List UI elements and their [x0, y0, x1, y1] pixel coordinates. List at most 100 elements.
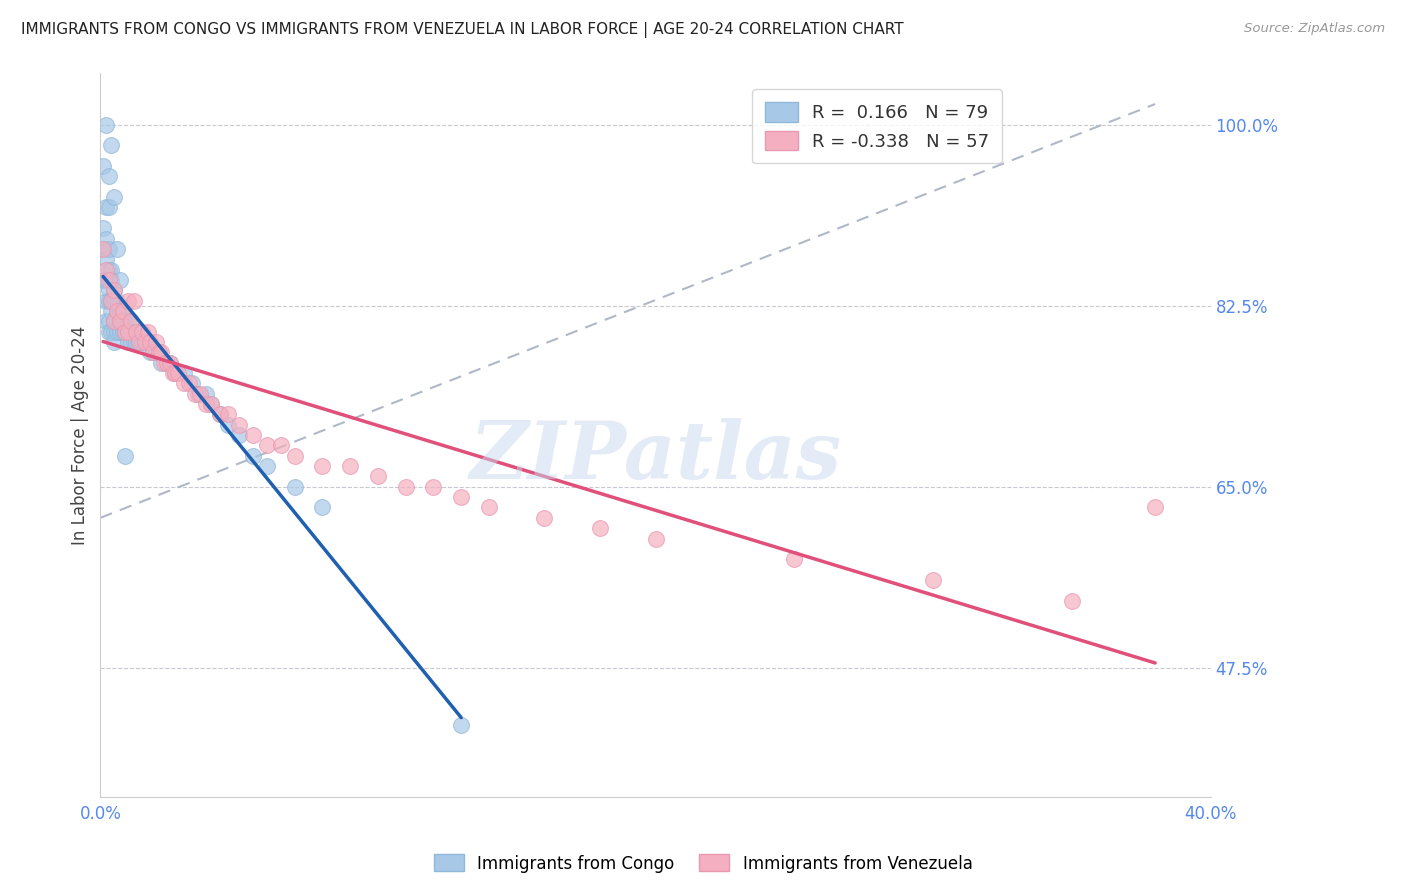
Point — [217, 408, 239, 422]
Point — [97, 242, 120, 256]
Point — [103, 325, 125, 339]
Point — [217, 417, 239, 432]
Point — [91, 159, 114, 173]
Point — [94, 293, 117, 308]
Point — [117, 314, 139, 328]
Point — [91, 273, 114, 287]
Point — [120, 325, 142, 339]
Point — [194, 386, 217, 401]
Point — [136, 334, 159, 349]
Point — [125, 325, 148, 339]
Point — [208, 408, 231, 422]
Point — [117, 325, 139, 339]
Point — [91, 242, 114, 256]
Point — [94, 314, 117, 328]
Point — [97, 314, 120, 328]
Point — [105, 242, 128, 256]
Point — [422, 480, 444, 494]
Point — [120, 314, 142, 328]
Point — [100, 138, 122, 153]
Point — [134, 334, 156, 349]
Point — [139, 334, 162, 349]
Point — [142, 345, 165, 359]
Point — [284, 449, 307, 463]
Legend: R =  0.166   N = 79, R = -0.338   N = 57: R = 0.166 N = 79, R = -0.338 N = 57 — [752, 89, 1002, 163]
Point — [105, 325, 128, 339]
Point — [134, 334, 156, 349]
Point — [108, 314, 131, 328]
Point — [450, 717, 472, 731]
Point — [94, 231, 117, 245]
Point — [783, 552, 806, 566]
Point — [120, 334, 142, 349]
Point — [131, 334, 153, 349]
Point — [156, 356, 179, 370]
Point — [97, 283, 120, 297]
Point — [97, 273, 120, 287]
Point — [111, 325, 134, 339]
Point — [589, 521, 612, 535]
Point — [181, 376, 204, 391]
Point — [136, 325, 159, 339]
Point — [242, 449, 264, 463]
Point — [103, 314, 125, 328]
Text: ZIPatlas: ZIPatlas — [470, 418, 842, 496]
Point — [94, 201, 117, 215]
Point — [311, 459, 333, 474]
Point — [108, 304, 131, 318]
Point — [108, 314, 131, 328]
Point — [111, 304, 134, 318]
Point — [395, 480, 418, 494]
Point — [103, 334, 125, 349]
Point — [105, 304, 128, 318]
Point — [139, 345, 162, 359]
Point — [311, 500, 333, 515]
Point — [97, 293, 120, 308]
Point — [125, 325, 148, 339]
Point — [228, 417, 250, 432]
Point — [100, 293, 122, 308]
Point — [105, 293, 128, 308]
Point — [117, 325, 139, 339]
Point — [100, 325, 122, 339]
Point — [922, 573, 945, 587]
Point — [103, 283, 125, 297]
Point — [94, 273, 117, 287]
Point — [103, 314, 125, 328]
Point — [256, 438, 278, 452]
Point — [103, 283, 125, 297]
Point — [165, 366, 187, 380]
Point — [103, 293, 125, 308]
Point — [159, 356, 181, 370]
Point — [150, 356, 173, 370]
Point — [644, 532, 666, 546]
Point — [533, 511, 555, 525]
Point — [256, 459, 278, 474]
Point — [100, 304, 122, 318]
Point — [91, 242, 114, 256]
Point — [179, 376, 201, 391]
Legend: Immigrants from Congo, Immigrants from Venezuela: Immigrants from Congo, Immigrants from V… — [427, 847, 979, 880]
Point — [94, 262, 117, 277]
Point — [105, 304, 128, 318]
Point — [165, 366, 187, 380]
Point — [156, 356, 179, 370]
Point — [100, 293, 122, 308]
Point — [153, 356, 176, 370]
Point — [108, 273, 131, 287]
Point — [117, 334, 139, 349]
Point — [111, 314, 134, 328]
Y-axis label: In Labor Force | Age 20-24: In Labor Force | Age 20-24 — [72, 326, 89, 545]
Point — [114, 325, 136, 339]
Point — [114, 449, 136, 463]
Point — [103, 190, 125, 204]
Point — [114, 314, 136, 328]
Point — [128, 334, 150, 349]
Point — [200, 397, 222, 411]
Point — [270, 438, 292, 452]
Point — [148, 345, 170, 359]
Point — [97, 169, 120, 184]
Point — [142, 345, 165, 359]
Point — [478, 500, 501, 515]
Point — [1060, 593, 1083, 607]
